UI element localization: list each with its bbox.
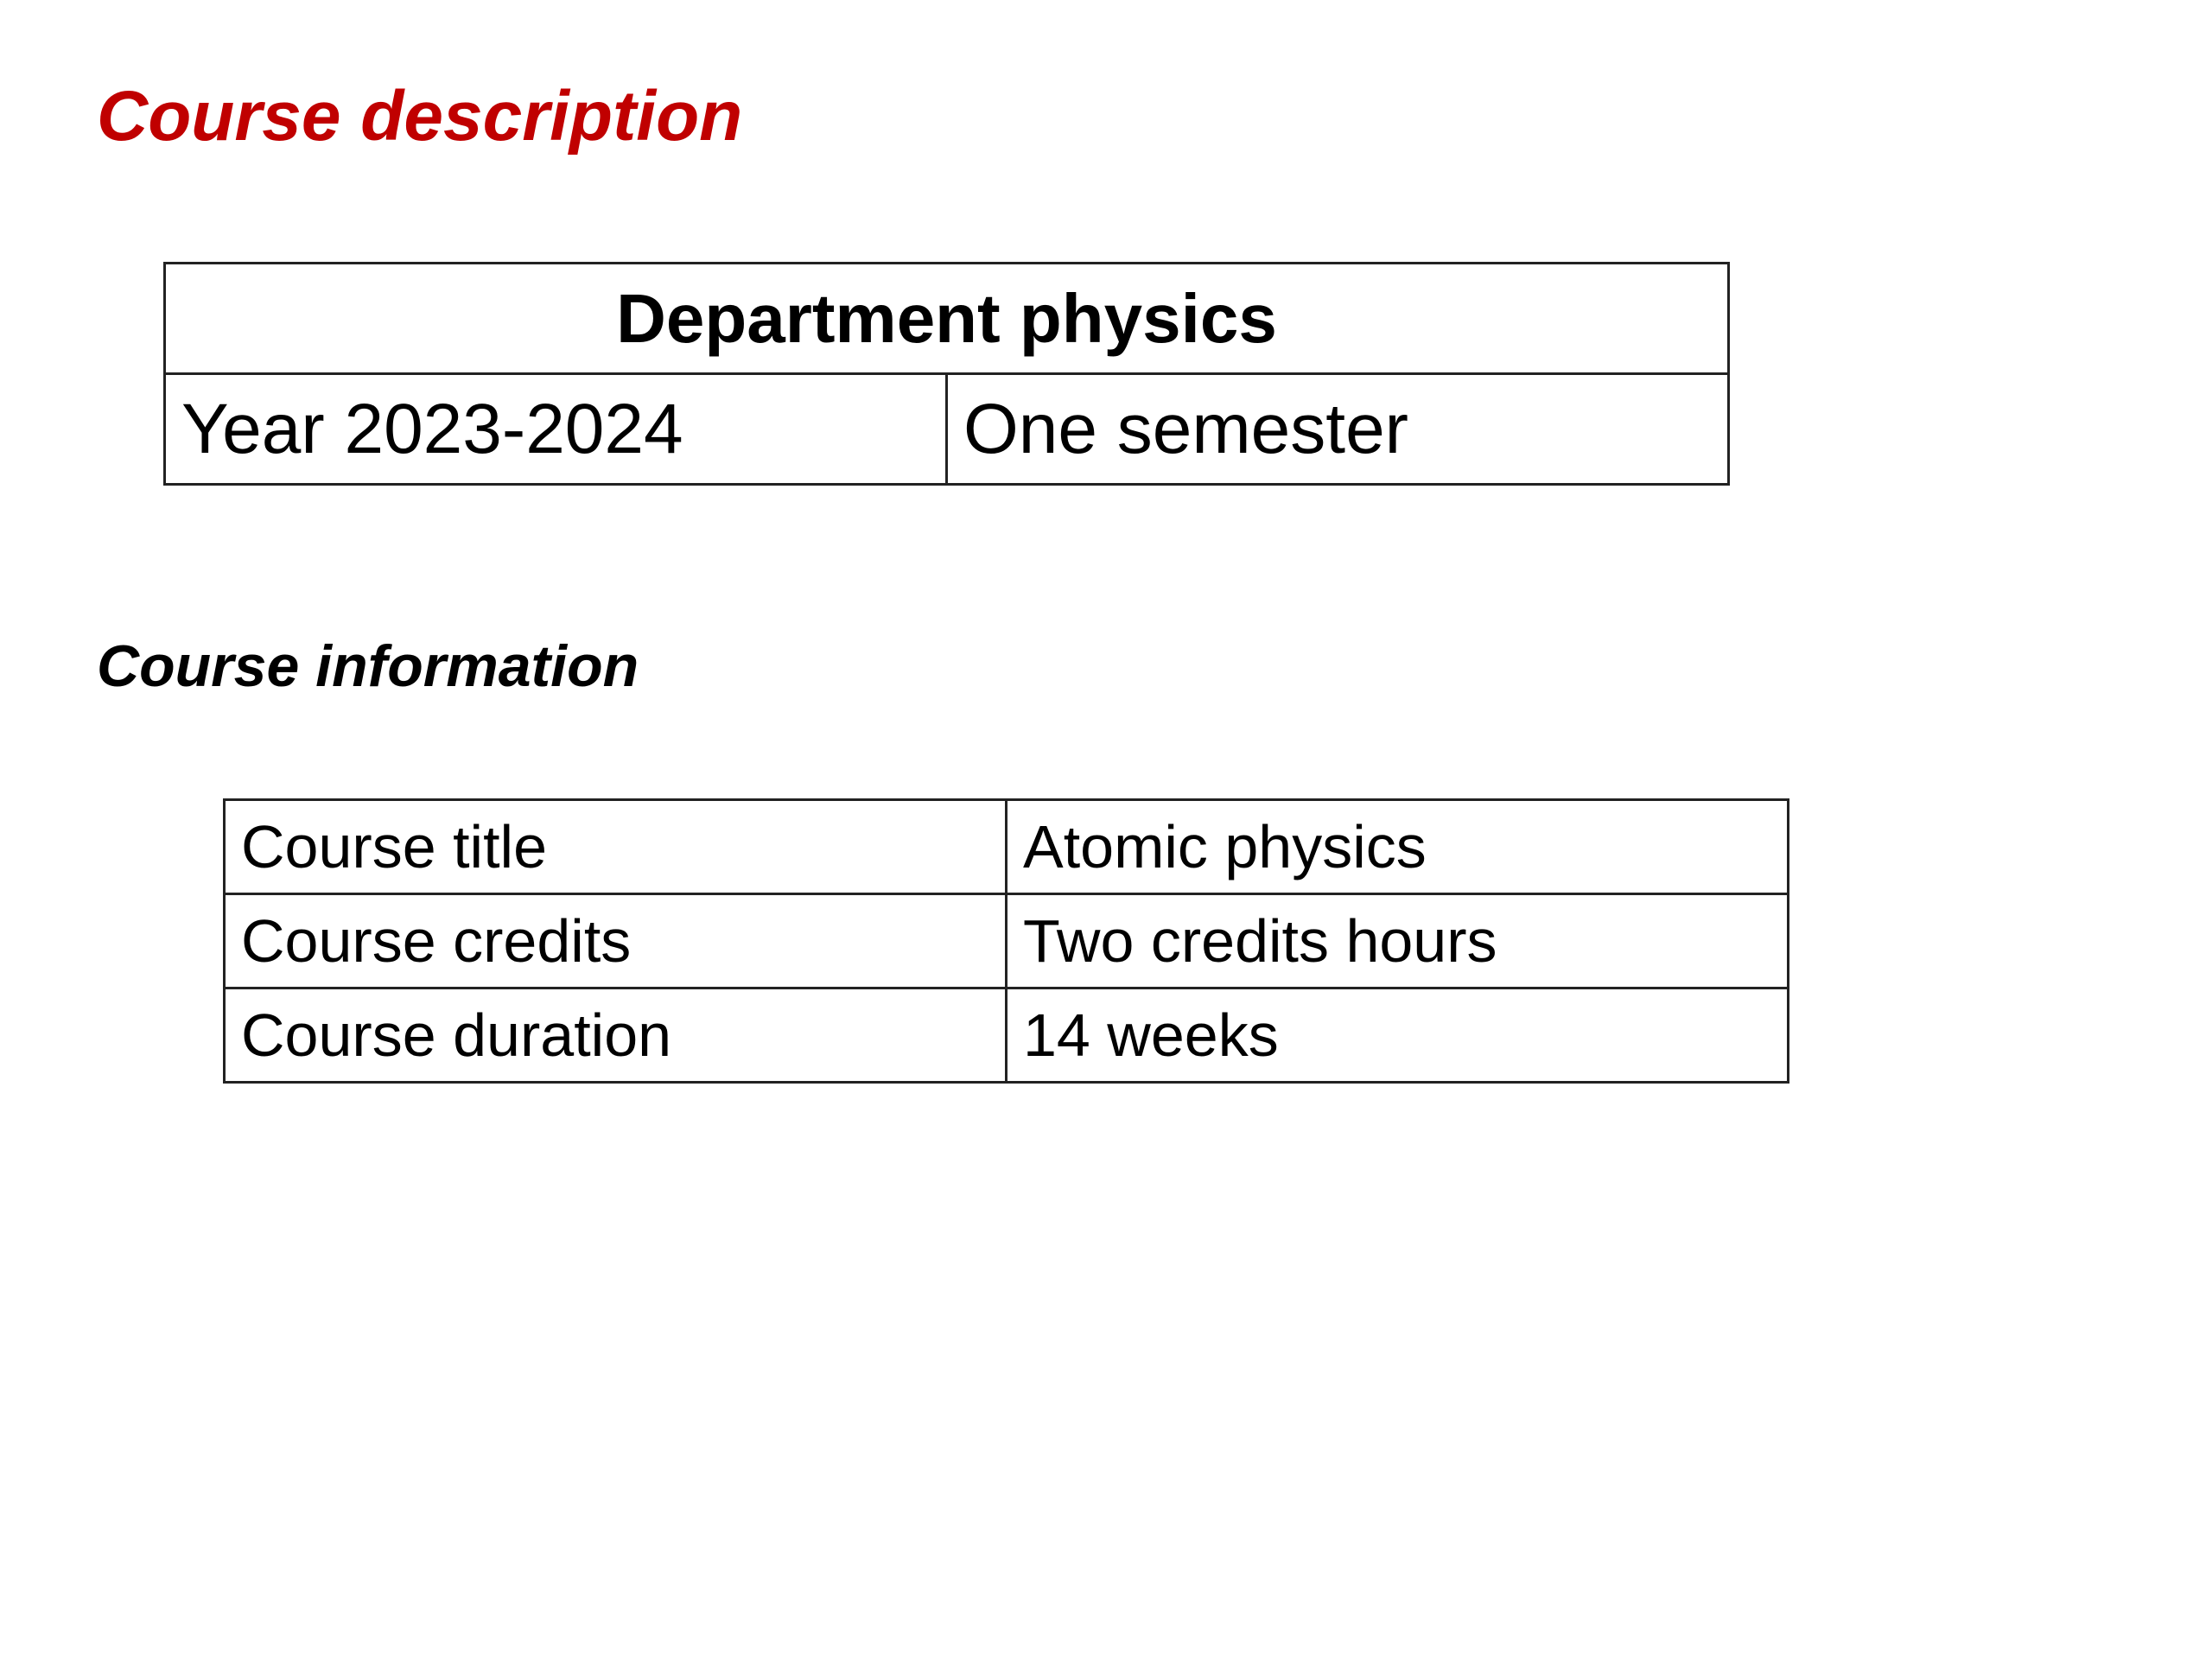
page-title: Course description bbox=[97, 77, 743, 156]
row-value: 14 weeks bbox=[1005, 987, 1789, 1084]
table-row: Course duration 14 weeks bbox=[223, 987, 1789, 1084]
section-heading: Course information bbox=[97, 633, 639, 699]
row-value: Atomic physics bbox=[1005, 798, 1789, 895]
row-value: Two credits hours bbox=[1005, 893, 1789, 989]
table-row: Course credits Two credits hours bbox=[223, 893, 1789, 989]
table-row: Course title Atomic physics bbox=[223, 798, 1789, 895]
table-row: Department physics bbox=[163, 262, 1730, 375]
department-header: Department physics bbox=[163, 262, 1730, 375]
row-label: Course duration bbox=[223, 987, 1007, 1084]
row-label: Course credits bbox=[223, 893, 1007, 989]
duration-cell: One semester bbox=[945, 372, 1730, 486]
department-table: Department physics Year 2023-2024 One se… bbox=[163, 262, 1730, 486]
academic-year-cell: Year 2023-2024 bbox=[163, 372, 948, 486]
table-row: Year 2023-2024 One semester bbox=[163, 372, 1730, 486]
row-label: Course title bbox=[223, 798, 1007, 895]
course-info-table: Course title Atomic physics Course credi… bbox=[223, 798, 1789, 1084]
